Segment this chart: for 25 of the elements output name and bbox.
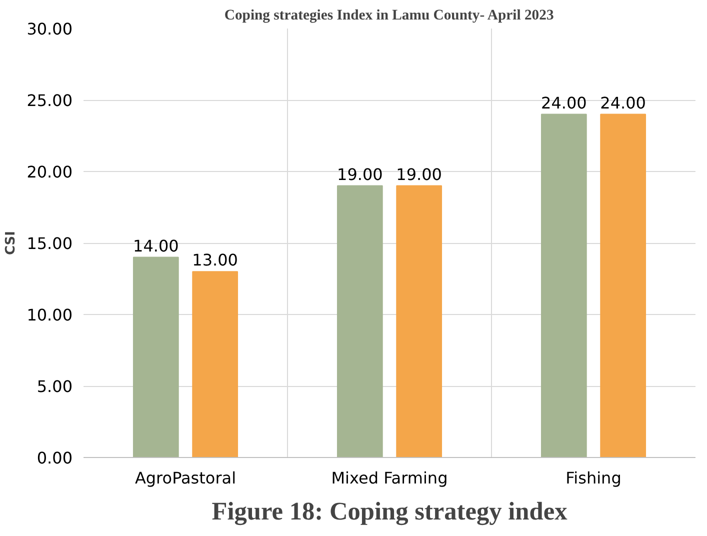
bar [540,114,587,458]
data-label: 19.00 [396,164,442,184]
bar [336,185,383,458]
y-axis-title: CSI [4,231,19,255]
data-label: 24.00 [541,93,587,112]
y-tick-label: 10.00 [26,306,73,324]
y-tick-label: 0.00 [36,448,72,468]
x-tick-label: Mixed Farming [331,468,448,488]
bar [600,114,646,458]
y-tick-label: 15.00 [26,234,73,253]
bar [396,185,442,458]
bar [192,271,238,458]
chart-title: Coping strategies Index in Lamu County- April 2023 [224,8,554,24]
y-tick-label: 30.00 [26,20,73,38]
bar [132,256,179,458]
y-tick-label: 5.00 [36,377,72,396]
data-label: 19.00 [337,164,383,184]
y-tick-label: 20.00 [26,162,73,182]
x-tick-label: AgroPastoral [134,468,236,488]
y-tick-label: 25.00 [26,91,73,110]
x-tick-label: Fishing [566,468,622,488]
caption: Figure 18: Coping strategy index [212,498,568,526]
data-label: 13.00 [192,250,238,270]
data-label: 14.00 [133,236,179,256]
data-label: 24.00 [600,93,646,112]
